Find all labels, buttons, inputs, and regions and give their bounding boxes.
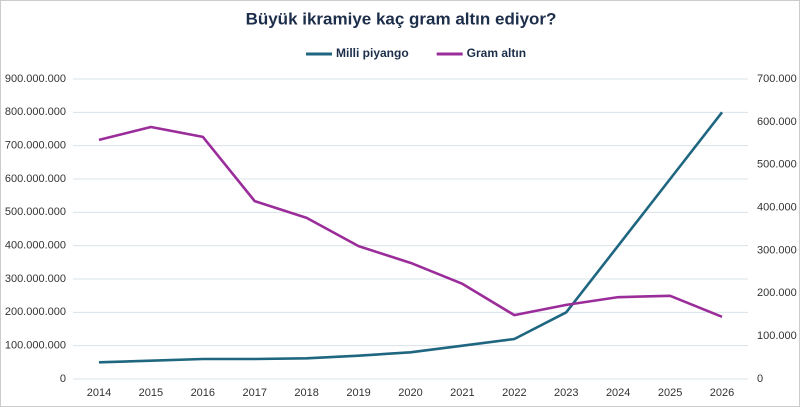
x-tick-label: 2017 xyxy=(242,387,266,399)
y-tick-label: 900.000.000 xyxy=(5,73,66,85)
y-tick-label: 0 xyxy=(60,373,66,385)
y-tick-label: 400.000.000 xyxy=(5,240,66,252)
x-tick-label: 2015 xyxy=(139,387,163,399)
y2-tick-label: 300.000 xyxy=(757,244,797,256)
y-tick-label: 600.000.000 xyxy=(5,173,66,185)
x-tick-label: 2014 xyxy=(87,387,111,399)
x-tick-label: 2016 xyxy=(191,387,215,399)
y2-tick-label: 500.000 xyxy=(757,159,797,171)
legend-label: Gram altın xyxy=(467,46,526,60)
y2-tick-label: 0 xyxy=(757,373,763,385)
y2-tick-label: 400.000 xyxy=(757,201,797,213)
x-tick-label: 2026 xyxy=(710,387,734,399)
y2-tick-label: 200.000 xyxy=(757,287,797,299)
y2-tick-label: 600.000 xyxy=(757,116,797,128)
x-tick-label: 2022 xyxy=(502,387,526,399)
y2-tick-label: 700.000 xyxy=(757,73,797,85)
x-tick-label: 2024 xyxy=(606,387,630,399)
x-tick-label: 2020 xyxy=(398,387,422,399)
y2-tick-label: 100.000 xyxy=(757,330,797,342)
y-tick-label: 100.000.000 xyxy=(5,340,66,352)
series-line xyxy=(98,125,723,319)
y-tick-label: 500.000.000 xyxy=(5,206,66,218)
x-tick-label: 2019 xyxy=(346,387,370,399)
x-tick-label: 2021 xyxy=(450,387,474,399)
series-line xyxy=(98,111,724,364)
y-tick-label: 300.000.000 xyxy=(5,273,66,285)
y-tick-label: 700.000.000 xyxy=(5,140,66,152)
y-tick-label: 800.000.000 xyxy=(5,106,66,118)
x-tick-label: 2025 xyxy=(658,387,682,399)
chart-title: Büyük ikramiye kaç gram altın ediyor? xyxy=(246,9,557,28)
legend-label: Milli piyango xyxy=(336,46,409,60)
x-tick-label: 2023 xyxy=(554,387,578,399)
x-tick-label: 2018 xyxy=(294,387,318,399)
y-tick-label: 200.000.000 xyxy=(5,306,66,318)
